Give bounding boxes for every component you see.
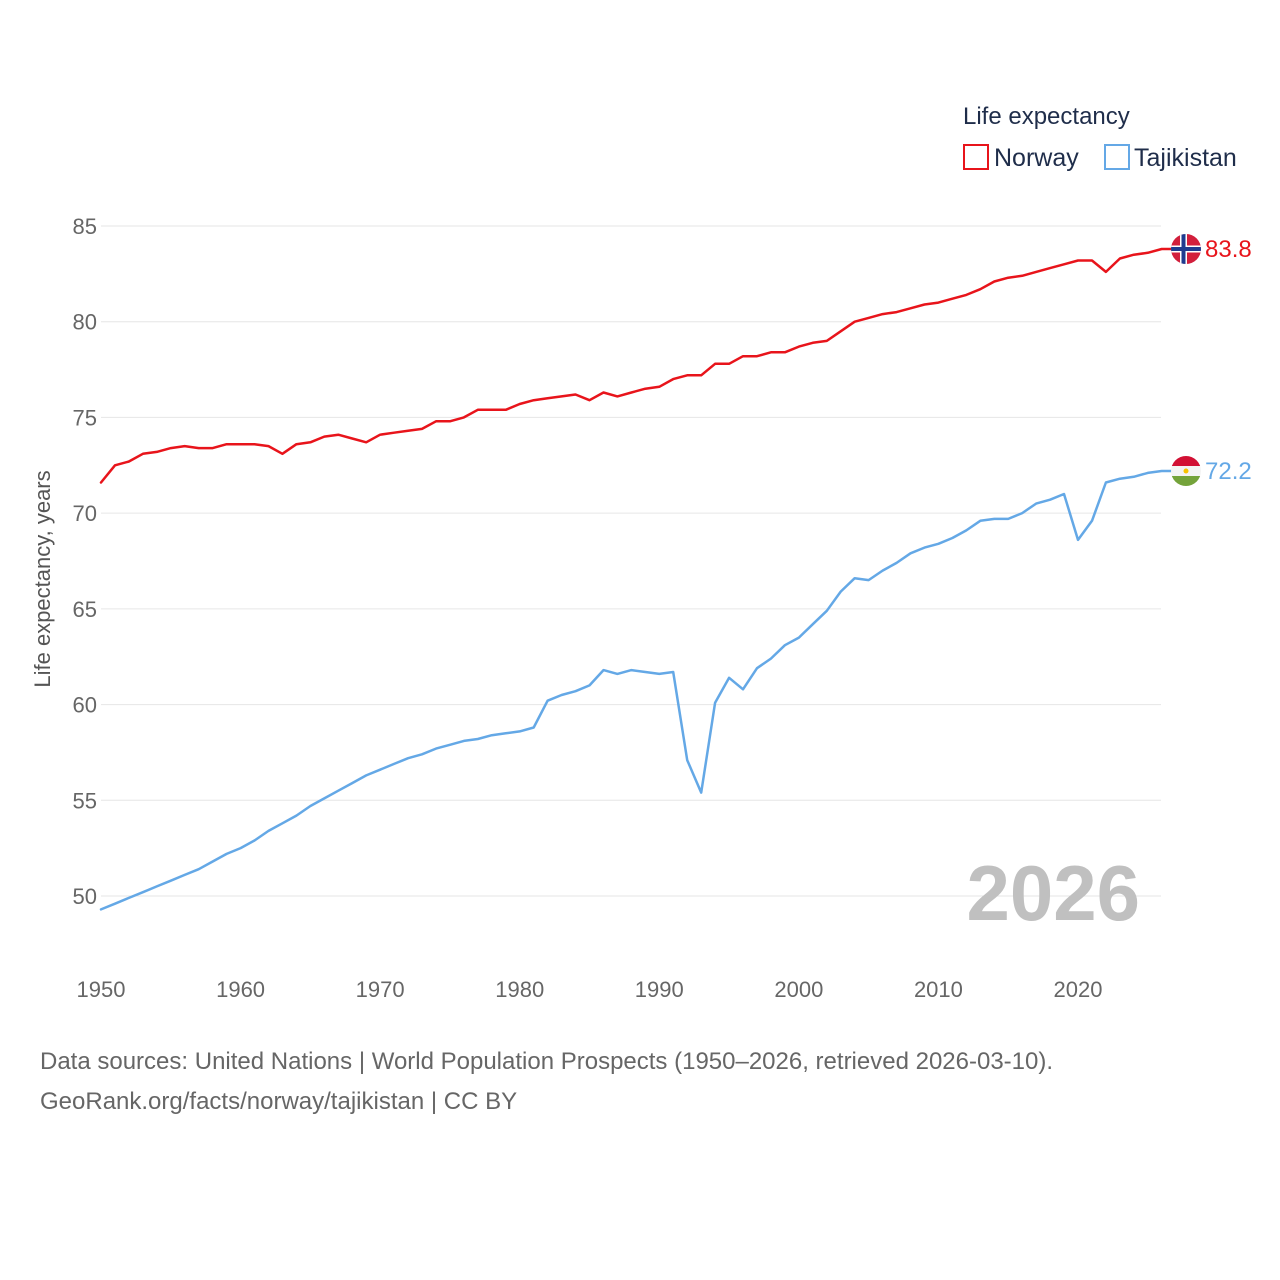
- series-line-tajikistan: [99, 469, 1173, 911]
- x-tick-label: 2020: [1054, 977, 1103, 1002]
- x-tick-label: 2000: [774, 977, 823, 1002]
- x-tick-label: 1990: [635, 977, 684, 1002]
- life-expectancy-chart: Life expectancy Norway Tajikistan Life e…: [30, 103, 1252, 1002]
- end-value-tajikistan: 72.2: [1205, 458, 1252, 485]
- x-tick-label: 1950: [77, 977, 126, 1002]
- series-lines: [99, 247, 1173, 911]
- y-tick-label: 75: [73, 405, 97, 430]
- y-axis-label: Life expectancy, years: [30, 470, 55, 687]
- y-tick-labels: 50 55 60 65 70 75 80 85: [73, 214, 97, 909]
- y-tick-label: 65: [73, 597, 97, 622]
- x-tick-label: 1980: [495, 977, 544, 1002]
- data-sources-text: Data sources: United Nations | World Pop…: [40, 1048, 1054, 1075]
- x-tick-label: 1970: [356, 977, 405, 1002]
- gridlines: [101, 225, 1161, 897]
- legend-item-tajikistan[interactable]: Tajikistan: [1104, 144, 1237, 172]
- source-note: Data sources: United Nations | World Pop…: [40, 1042, 1260, 1122]
- legend-item-norway[interactable]: Norway: [963, 144, 1079, 172]
- y-tick-label: 85: [73, 214, 97, 239]
- tajikistan-flag-icon: [1171, 456, 1201, 486]
- legend-label-norway: Norway: [994, 144, 1079, 172]
- y-tick-label: 70: [73, 501, 97, 526]
- legend-swatch-norway: [963, 144, 989, 170]
- series-line-norway: [99, 247, 1173, 484]
- y-tick-label: 60: [73, 693, 97, 718]
- x-tick-labels: 1950 1960 1970 1980 1990 2000 2010 2020: [77, 977, 1103, 1002]
- x-tick-label: 1960: [216, 977, 265, 1002]
- y-tick-label: 50: [73, 884, 97, 909]
- attribution-link[interactable]: GeoRank.org/facts/norway/tajikistan | CC…: [40, 1088, 518, 1115]
- y-tick-label: 80: [73, 310, 97, 335]
- legend-label-tajikistan: Tajikistan: [1134, 144, 1237, 172]
- legend-title: Life expectancy: [963, 103, 1130, 130]
- current-year-label: 2026: [966, 849, 1140, 937]
- y-tick-label: 55: [73, 788, 97, 813]
- x-tick-label: 2010: [914, 977, 963, 1002]
- end-value-norway: 83.8: [1205, 236, 1252, 263]
- legend-swatch-tajikistan: [1104, 144, 1130, 170]
- norway-flag-icon: [1171, 234, 1201, 264]
